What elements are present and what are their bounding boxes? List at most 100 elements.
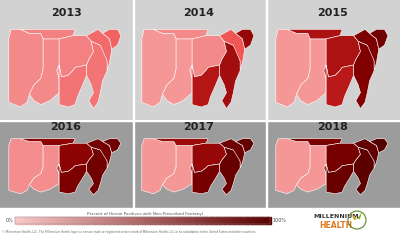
Bar bbox=[153, 217, 156, 224]
Polygon shape bbox=[190, 143, 226, 184]
Bar bbox=[242, 217, 245, 224]
Text: MILLENNIUM: MILLENNIUM bbox=[313, 214, 359, 219]
Polygon shape bbox=[162, 39, 192, 105]
Bar bbox=[99, 217, 102, 224]
Bar bbox=[15, 217, 18, 224]
Text: 2013: 2013 bbox=[51, 8, 81, 18]
Bar bbox=[104, 217, 107, 224]
Bar bbox=[112, 217, 115, 224]
Bar bbox=[140, 217, 143, 224]
Bar bbox=[92, 217, 94, 224]
Text: 0%: 0% bbox=[5, 218, 13, 223]
Bar bbox=[186, 217, 189, 224]
Bar bbox=[252, 217, 255, 224]
Bar bbox=[97, 217, 100, 224]
Polygon shape bbox=[296, 39, 326, 105]
Polygon shape bbox=[220, 139, 245, 168]
Bar bbox=[0, 0, 400, 120]
Bar bbox=[214, 217, 217, 224]
Text: HEALTH: HEALTH bbox=[320, 221, 352, 230]
Bar bbox=[155, 217, 158, 224]
Bar bbox=[130, 217, 133, 224]
Bar bbox=[79, 217, 82, 224]
Bar bbox=[219, 217, 222, 224]
Bar bbox=[94, 217, 97, 224]
Bar bbox=[145, 217, 148, 224]
Polygon shape bbox=[86, 29, 112, 71]
Bar bbox=[18, 217, 21, 224]
Bar bbox=[64, 217, 66, 224]
Bar bbox=[76, 217, 79, 224]
Text: © Millennium Health, LLC. The Millennium Health logo is a service mark or regist: © Millennium Health, LLC. The Millennium… bbox=[2, 230, 256, 234]
Bar bbox=[166, 217, 168, 224]
Polygon shape bbox=[57, 143, 94, 184]
Bar bbox=[135, 217, 138, 224]
Polygon shape bbox=[354, 147, 374, 195]
Bar bbox=[122, 217, 125, 224]
Bar bbox=[127, 217, 130, 224]
Polygon shape bbox=[20, 139, 75, 145]
Bar bbox=[107, 217, 110, 224]
Polygon shape bbox=[142, 139, 176, 194]
Polygon shape bbox=[326, 65, 354, 107]
Bar bbox=[61, 217, 64, 224]
Bar bbox=[255, 217, 258, 224]
Bar bbox=[173, 217, 176, 224]
Polygon shape bbox=[296, 145, 326, 192]
Bar bbox=[247, 217, 250, 224]
Bar bbox=[204, 217, 207, 224]
Bar bbox=[43, 217, 46, 224]
Bar bbox=[30, 217, 33, 224]
Bar bbox=[170, 217, 174, 224]
Polygon shape bbox=[86, 147, 107, 195]
Bar bbox=[56, 217, 59, 224]
Bar bbox=[257, 217, 260, 224]
Bar bbox=[224, 217, 227, 224]
Bar bbox=[268, 217, 270, 224]
Polygon shape bbox=[220, 29, 245, 71]
Bar bbox=[132, 0, 134, 208]
Bar bbox=[114, 217, 118, 224]
Bar bbox=[84, 217, 87, 224]
Polygon shape bbox=[9, 29, 43, 107]
Bar bbox=[201, 217, 204, 224]
Polygon shape bbox=[59, 164, 86, 194]
Bar bbox=[28, 217, 31, 224]
Polygon shape bbox=[357, 212, 362, 219]
Text: 2016: 2016 bbox=[50, 122, 82, 132]
Polygon shape bbox=[220, 41, 240, 108]
Polygon shape bbox=[20, 29, 75, 39]
Bar bbox=[188, 217, 192, 224]
Polygon shape bbox=[192, 65, 220, 107]
Bar bbox=[125, 217, 128, 224]
Bar bbox=[20, 217, 23, 224]
Polygon shape bbox=[162, 145, 192, 192]
Polygon shape bbox=[142, 29, 176, 107]
Bar bbox=[229, 217, 232, 224]
Bar bbox=[163, 217, 166, 224]
Bar bbox=[211, 217, 214, 224]
Bar bbox=[262, 217, 266, 224]
Bar bbox=[148, 217, 151, 224]
Polygon shape bbox=[354, 41, 374, 108]
Bar bbox=[68, 217, 72, 224]
Polygon shape bbox=[287, 139, 342, 145]
Bar bbox=[227, 217, 230, 224]
Bar bbox=[168, 217, 171, 224]
Bar bbox=[40, 217, 44, 224]
Bar bbox=[142, 217, 146, 224]
Text: 2015: 2015 bbox=[318, 8, 348, 18]
Bar bbox=[176, 217, 179, 224]
Bar bbox=[260, 217, 263, 224]
Bar bbox=[102, 217, 105, 224]
Polygon shape bbox=[276, 139, 310, 194]
Bar bbox=[138, 217, 140, 224]
Polygon shape bbox=[103, 29, 121, 49]
Bar bbox=[89, 217, 92, 224]
Bar bbox=[160, 217, 164, 224]
Bar bbox=[244, 217, 248, 224]
Polygon shape bbox=[276, 29, 310, 107]
Bar bbox=[191, 217, 194, 224]
Bar bbox=[183, 217, 186, 224]
Bar bbox=[58, 217, 62, 224]
